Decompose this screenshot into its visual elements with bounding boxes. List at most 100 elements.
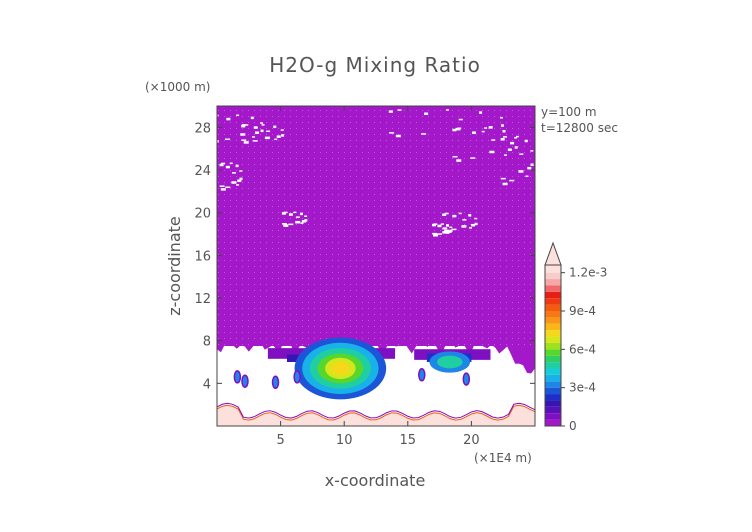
dry-gap: [241, 124, 246, 128]
dry-gap: [451, 228, 457, 231]
dry-gap: [251, 136, 255, 138]
dry-gap: [389, 132, 395, 134]
colorbar-level: [545, 387, 561, 395]
colorbar-level: [545, 368, 561, 375]
dry-gap: [442, 231, 448, 234]
annotation-y: y=100 m: [541, 105, 597, 119]
dry-gap: [471, 223, 476, 227]
dry-gap: [255, 131, 260, 134]
dry-gap: [252, 140, 258, 142]
colorbar-tick-label: 3e-4: [569, 381, 596, 395]
dry-gap: [437, 233, 443, 235]
colorbar-level: [545, 374, 561, 382]
dry-gap: [304, 219, 308, 222]
dry-gap: [266, 130, 271, 133]
y-tick-label: 20: [194, 207, 211, 222]
dry-gap: [237, 179, 242, 182]
colorbar-tick-label: 0: [569, 419, 577, 433]
dry-gap: [264, 136, 270, 140]
dry-gap: [449, 226, 453, 229]
dry-gap: [457, 127, 462, 130]
dry-gap: [502, 129, 506, 133]
dry-gap: [525, 175, 529, 178]
dry-gap: [219, 185, 225, 187]
dry-gap: [221, 162, 226, 165]
colorbar-level: [545, 413, 561, 420]
colorbar-level: [545, 419, 561, 426]
x-unit-label: (×1E4 m): [474, 451, 532, 465]
dry-gap: [301, 220, 306, 223]
colorbar-tick-label: 1.2e-3: [569, 266, 607, 280]
y-axis: 4 8 12 16 20 24 28: [194, 121, 535, 392]
dry-gap: [444, 229, 450, 233]
y-tick-label: 28: [194, 121, 211, 136]
dry-gap: [217, 114, 219, 117]
colorbar-frame: [544, 264, 562, 427]
dry-gap: [241, 124, 246, 126]
dry-gap: [509, 179, 515, 182]
dry-gap: [225, 138, 231, 141]
colorbar-level: [545, 304, 561, 311]
moist-cell: [293, 370, 301, 384]
dry-gap: [471, 131, 476, 134]
dry-gap: [452, 214, 457, 218]
colorbar-level: [545, 400, 561, 407]
colorbar-tick-label: 9e-4: [569, 304, 596, 318]
dry-gap: [243, 141, 249, 144]
dry-gap: [304, 215, 308, 217]
dry-gap: [524, 139, 528, 143]
dry-gap: [397, 109, 402, 111]
dry-gap: [484, 127, 488, 129]
field-plot: [217, 106, 535, 426]
dry-gap: [281, 212, 286, 215]
y-tick-label: 8: [203, 335, 211, 350]
dry-gap: [469, 227, 473, 229]
dry-gap: [489, 150, 495, 154]
colorbar-level: [545, 323, 561, 331]
x-tick-label: 5: [276, 433, 284, 448]
moist-cell: [271, 375, 280, 390]
dry-gap: [461, 225, 467, 228]
y-tick-label: 4: [203, 377, 211, 392]
dry-gap: [442, 213, 447, 216]
dry-gap: [499, 116, 503, 119]
colorbar-extend: [544, 241, 562, 266]
y-tick-label: 24: [194, 164, 211, 179]
dry-gap: [514, 146, 518, 149]
dry-gap: [452, 128, 457, 132]
dry-gap: [527, 166, 532, 170]
dry-gap: [231, 172, 236, 174]
dry-gap: [437, 224, 442, 228]
dry-gap: [458, 118, 463, 121]
dry-gap: [236, 114, 240, 117]
dry-gap: [244, 124, 249, 126]
dry-gap: [515, 135, 519, 138]
dry-gap: [442, 227, 447, 229]
colorbar-level: [545, 291, 561, 299]
dry-gap: [500, 177, 506, 180]
dry-gap: [500, 138, 505, 141]
dry-gap: [445, 109, 449, 111]
moist-cell: [233, 370, 242, 384]
y-axis-label: z-coordinate: [165, 216, 184, 316]
dry-gap: [421, 133, 427, 135]
dry-gap: [433, 233, 439, 237]
surface-layer: [217, 405, 535, 426]
colorbar-level: [545, 406, 561, 414]
dry-gap: [491, 139, 496, 141]
dry-gap: [253, 126, 258, 129]
dry-gap: [300, 222, 304, 224]
dry-gap: [510, 141, 515, 145]
dry-gap: [395, 134, 401, 138]
x-tick-label: 15: [400, 433, 417, 448]
dry-gap: [470, 157, 476, 159]
moist-cell: [462, 372, 471, 386]
dry-gap: [226, 117, 231, 121]
dry-gap: [217, 140, 219, 143]
dry-gap: [235, 164, 239, 168]
colorbar-level: [545, 298, 561, 305]
dry-gap: [241, 139, 247, 141]
dry-gap: [518, 170, 524, 173]
dry-gap: [440, 223, 444, 225]
